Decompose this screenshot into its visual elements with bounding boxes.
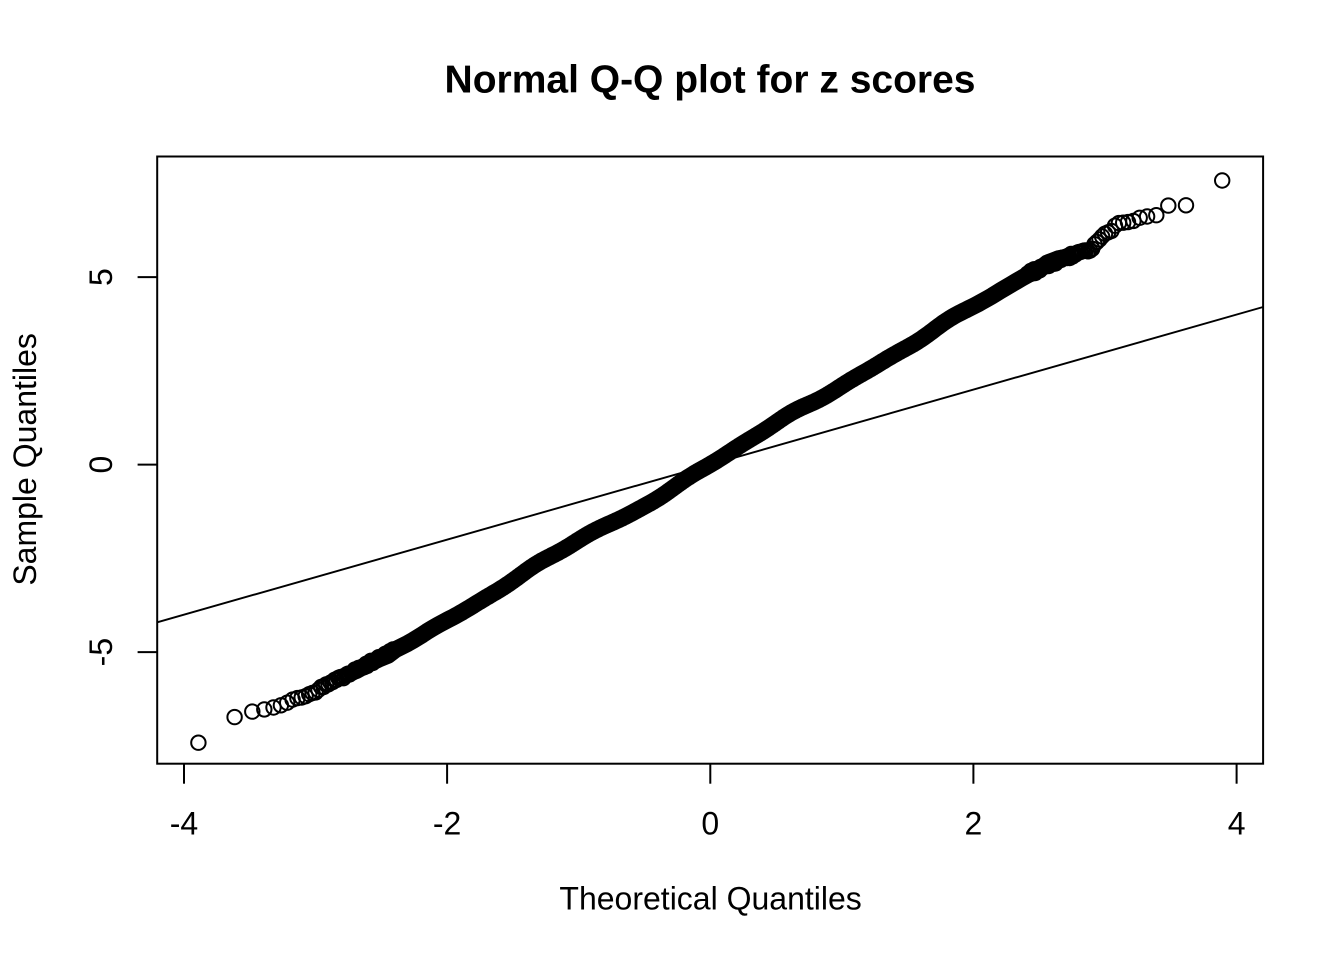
svg-text:5: 5 <box>83 268 119 286</box>
svg-text:Normal Q-Q plot for z scores: Normal Q-Q plot for z scores <box>445 59 976 102</box>
svg-text:2: 2 <box>965 805 983 841</box>
svg-text:4: 4 <box>1228 805 1246 841</box>
svg-text:Sample Quantiles: Sample Quantiles <box>7 333 43 586</box>
svg-text:Theoretical Quantiles: Theoretical Quantiles <box>559 880 861 916</box>
svg-text:0: 0 <box>83 456 119 474</box>
svg-text:0: 0 <box>701 805 719 841</box>
svg-text:-4: -4 <box>170 805 198 841</box>
svg-text:-5: -5 <box>83 638 119 666</box>
svg-text:-2: -2 <box>433 805 461 841</box>
